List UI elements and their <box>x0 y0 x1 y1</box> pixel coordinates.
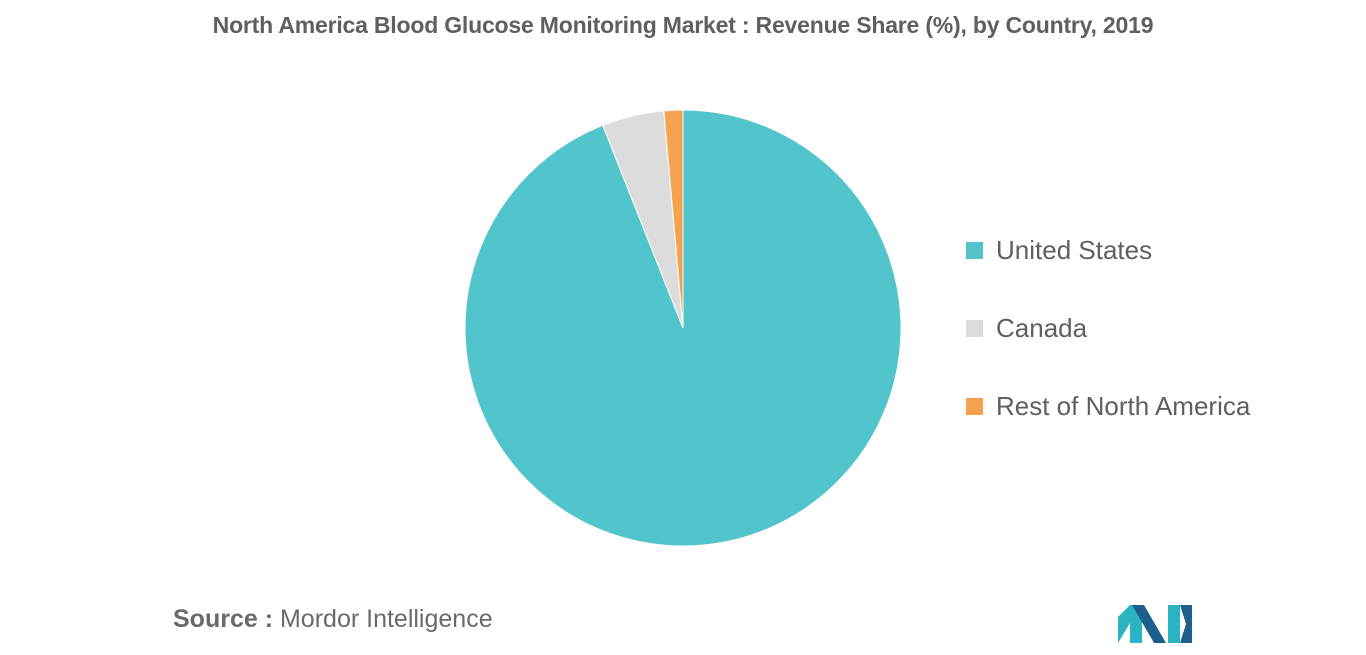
legend-swatch-canada <box>966 319 983 337</box>
source-prefix: Source : <box>173 605 274 633</box>
chart-legend: United States Canada Rest of North Ameri… <box>966 230 1250 464</box>
legend-swatch-rest-of-north-america <box>966 397 983 415</box>
logo-shape-accent <box>1180 605 1192 643</box>
legend-label-united-states: United States <box>996 234 1153 265</box>
logo-shape-left <box>1118 605 1142 643</box>
mordor-intelligence-logo <box>1118 605 1192 643</box>
legend-swatch-united-states <box>966 241 983 259</box>
pie-slices <box>464 109 902 547</box>
pie-slice-rest-of-north-america <box>663 109 684 329</box>
logo-shape-right <box>1168 605 1180 643</box>
legend-item-united-states: United States <box>966 230 1250 270</box>
legend-item-canada: Canada <box>966 308 1250 348</box>
legend-label-canada: Canada <box>996 312 1088 343</box>
legend-item-rest-of-north-america: Rest of North America <box>966 386 1250 426</box>
logo-shape-middle <box>1132 605 1166 643</box>
chart-title: North America Blood Glucose Monitoring M… <box>212 12 1154 38</box>
legend-label-rest-of-north-america: Rest of North America <box>996 390 1251 421</box>
source-text: Mordor Intelligence <box>279 605 493 633</box>
source-note: Source : Mordor Intelligence <box>173 605 493 634</box>
